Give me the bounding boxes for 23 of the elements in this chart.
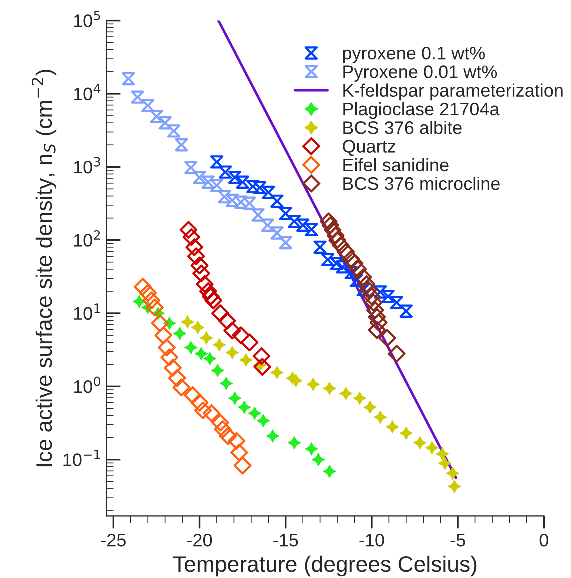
legend-label: Quartz xyxy=(343,140,396,156)
x-tick-label: -15 xyxy=(274,534,298,547)
x-axis-title: Temperature (degrees Celsius) xyxy=(173,556,477,577)
y-tick-label: 10$^{3}$ xyxy=(74,157,100,174)
x-tick-label: -20 xyxy=(188,534,212,547)
legend-label: BCS 376 albite xyxy=(344,121,462,134)
legend-label: K-feldspar parameterization xyxy=(344,84,563,101)
x-tick-label: 0 xyxy=(540,534,548,547)
y-tick-label: 10$^{5}$ xyxy=(74,11,100,28)
y-tick-label: 10$^{2}$ xyxy=(74,230,100,247)
legend-label: Pyroxene 0.01 wt% xyxy=(344,66,498,82)
legend-label: Plagioclase 21704a xyxy=(344,102,500,120)
y-tick-label: 10$^{4}$ xyxy=(74,84,101,101)
x-tick-label: -25 xyxy=(101,534,126,547)
legend-label: BCS 376 microcline xyxy=(344,176,500,190)
y-tick-label: 10$^{−1}$ xyxy=(64,450,100,466)
x-tick-label: -10 xyxy=(360,534,384,547)
y-tick-label: 10$^{0}$ xyxy=(74,376,100,394)
x-tick-label: -5 xyxy=(450,534,466,547)
legend-label: Eifel sanidine xyxy=(344,158,449,172)
y-axis-title: Ice active surface site density, n$_{S}$ (cm$^{−2}$) xyxy=(32,70,57,467)
y-tick-label: 10$^{1}$ xyxy=(74,304,100,320)
legend-label: pyroxene 0.1 wt% xyxy=(343,46,486,64)
